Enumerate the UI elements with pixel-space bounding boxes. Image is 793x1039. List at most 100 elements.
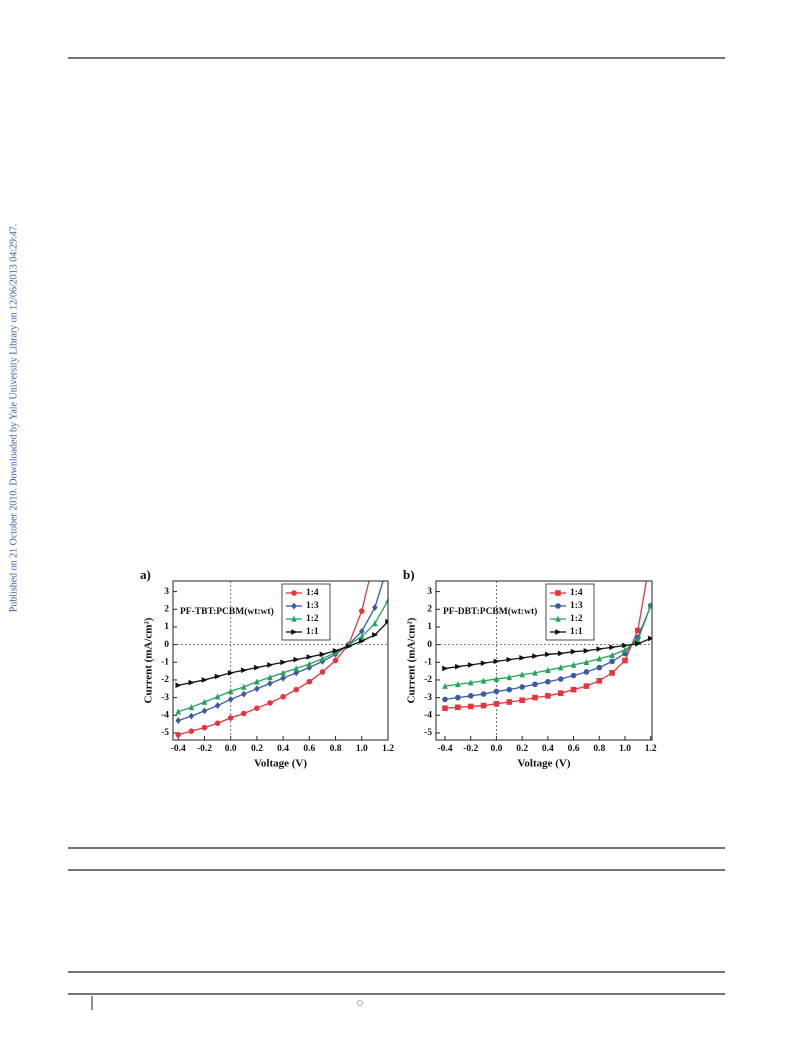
marker	[188, 728, 195, 734]
marker	[332, 649, 339, 656]
marker	[570, 672, 577, 679]
marker	[358, 638, 366, 644]
marker	[467, 679, 474, 686]
marker	[648, 553, 654, 559]
marker	[519, 671, 525, 678]
marker	[570, 661, 577, 668]
marker	[570, 648, 577, 655]
legend: 1:4 1:3 1:2 1:1	[545, 583, 595, 641]
marker	[201, 677, 208, 683]
marker	[280, 669, 286, 676]
marker	[635, 627, 641, 634]
plot-area	[442, 553, 654, 711]
marker	[332, 657, 339, 664]
marker	[227, 695, 234, 703]
marker	[583, 683, 590, 689]
download-notice: Published on 21 October 2010. Downloaded…	[8, 224, 19, 613]
chart: a) -0.4 -0.2 0.0 0.2 0.4 0.6 0.8 1.0 1.2 -5 -4 -3 -2 -…	[140, 500, 394, 770]
plot-frame	[435, 580, 653, 741]
panel-label: b)	[403, 567, 415, 582]
marker	[175, 682, 182, 689]
y-axis-label: Current (mA/cm²)	[143, 617, 155, 703]
marker	[358, 633, 365, 640]
marker	[175, 708, 182, 715]
marker	[506, 656, 513, 663]
marker	[188, 712, 195, 720]
marker	[201, 724, 208, 731]
marker	[267, 700, 273, 706]
marker	[532, 694, 538, 701]
marker	[635, 636, 641, 643]
marker	[609, 651, 615, 658]
y-tick-label: -2	[424, 675, 432, 685]
marker	[519, 684, 525, 690]
marker	[596, 664, 603, 671]
marker	[480, 677, 487, 684]
marker	[583, 669, 590, 675]
marker	[267, 680, 273, 687]
y-tick-label: 0	[427, 640, 432, 650]
marker	[609, 644, 616, 651]
x-tick-label: 0.4	[277, 744, 289, 754]
annotation: PF-DBT:PCBM(wt:wt)	[443, 606, 537, 617]
marker	[442, 682, 448, 689]
y-tick-label: -1	[161, 657, 169, 667]
x-tick-label: 0.8	[330, 744, 342, 754]
marker	[240, 667, 248, 674]
x-tick-label: 1.2	[645, 744, 657, 754]
marker	[319, 669, 326, 675]
marker	[455, 694, 461, 701]
x-tick-label: 1.2	[382, 744, 394, 754]
marker	[647, 602, 652, 609]
y-tick-label: 3	[164, 587, 169, 597]
legend-label: 1:4	[570, 588, 583, 598]
marker	[201, 707, 208, 715]
marker	[480, 691, 487, 697]
y-tick-label: 0	[164, 640, 169, 650]
marker	[306, 660, 313, 667]
marker	[467, 703, 474, 710]
annotation: PF-TBT:PCBM(wt:wt)	[180, 606, 274, 617]
y-tick-label: -1	[424, 657, 432, 667]
marker	[442, 696, 448, 703]
marker	[372, 632, 379, 638]
marker	[557, 650, 565, 657]
marker	[293, 656, 300, 663]
marker	[596, 655, 603, 662]
y-tick-label: -3	[161, 693, 169, 703]
marker	[493, 688, 500, 695]
marker	[622, 657, 628, 664]
legend-label: 1:1	[306, 627, 319, 637]
marker	[519, 655, 526, 661]
marker	[555, 615, 561, 622]
marker	[201, 698, 208, 705]
marker	[442, 665, 449, 672]
marker	[385, 562, 391, 569]
marker	[532, 681, 538, 688]
marker	[557, 690, 564, 696]
y-tick-label: -3	[424, 693, 432, 703]
marker	[609, 658, 615, 665]
marker	[545, 693, 551, 699]
x-tick-label: 0.6	[303, 744, 315, 754]
marker	[545, 678, 551, 685]
marker	[306, 678, 313, 685]
x-tick-label: 0.0	[225, 744, 237, 754]
marker	[519, 697, 525, 704]
marker	[557, 676, 564, 682]
y-tick-label: -2	[161, 675, 169, 685]
chart: b) -0.4 -0.2 0.0 0.2 0.4 0.6 0.8 1.0 1.2 -5 -4 -3 -2 -…	[403, 553, 657, 770]
marker	[635, 640, 642, 647]
marker	[227, 688, 234, 695]
marker	[596, 678, 603, 684]
marker	[319, 651, 326, 658]
legend-label: 1:3	[570, 601, 583, 611]
marker	[555, 590, 561, 596]
marker	[506, 699, 513, 705]
legend-label: 1:2	[570, 614, 583, 624]
x-tick-label: 0.2	[251, 744, 263, 754]
x-tick-label: 1.0	[356, 744, 368, 754]
marker	[467, 693, 474, 699]
marker	[385, 500, 391, 506]
